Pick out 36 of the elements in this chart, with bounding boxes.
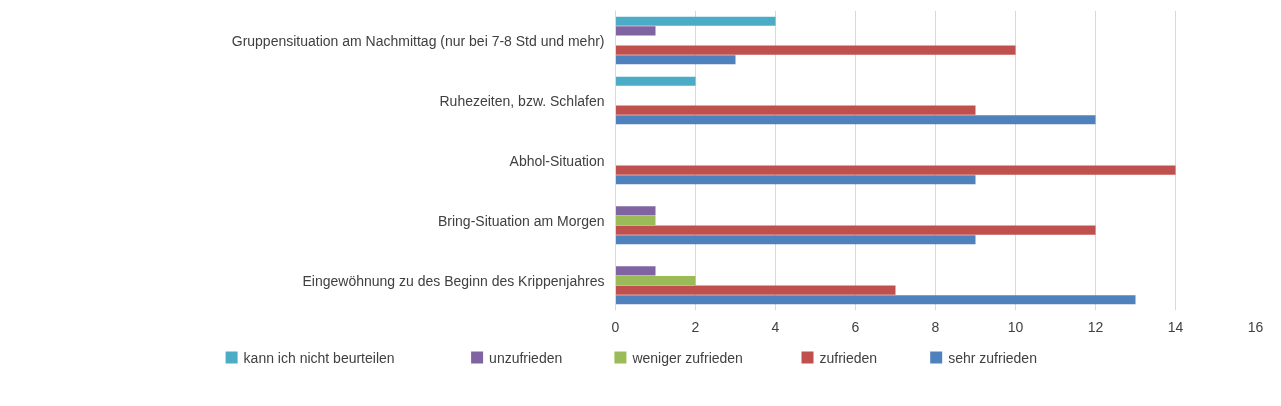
bar [615,206,656,216]
x-tick-label: 8 [931,318,940,335]
bar [615,165,1176,175]
bar [615,235,976,245]
legend-label: unzufrieden [489,349,563,366]
bar [615,215,656,226]
bar [615,45,1016,55]
x-tick-label: 12 [1087,318,1104,335]
bar [615,295,1136,305]
legend-label: sehr zufrieden [948,349,1037,366]
bar [615,76,696,86]
x-tick-label: 0 [611,318,620,335]
bar [615,275,696,286]
x-tick-label: 4 [771,318,780,335]
y-tick-label: Abhol-Situation [509,152,605,169]
y-tick-label: Gruppensituation am Nachmittag (nur bei 7-8 Std und mehr) [231,32,605,49]
bar [615,175,976,185]
y-tick-label: Bring-Situation am Morgen [437,212,605,229]
legend-label: weniger zufrieden [631,349,743,366]
x-tick-label: 14 [1167,318,1184,335]
bar [615,225,1096,235]
x-tick-label: 10 [1007,318,1024,335]
y-tick-label: Ruhezeiten, bzw. Schlafen [439,92,605,109]
legend-label: kann ich nicht beurteilen [243,349,395,366]
y-tick-label: Eingewöhnung zu des Beginn des Krippenjahres [302,272,605,289]
x-tick-label: 2 [691,318,700,335]
x-tick-label: 16 [1247,318,1264,335]
bar [615,105,976,115]
bar [615,285,896,295]
bar [615,266,656,276]
bar [615,55,736,65]
legend-label: zufrieden [819,349,878,366]
bar [615,115,1096,125]
bar [615,26,656,36]
x-tick-label: 6 [851,318,860,335]
bar [615,16,776,26]
